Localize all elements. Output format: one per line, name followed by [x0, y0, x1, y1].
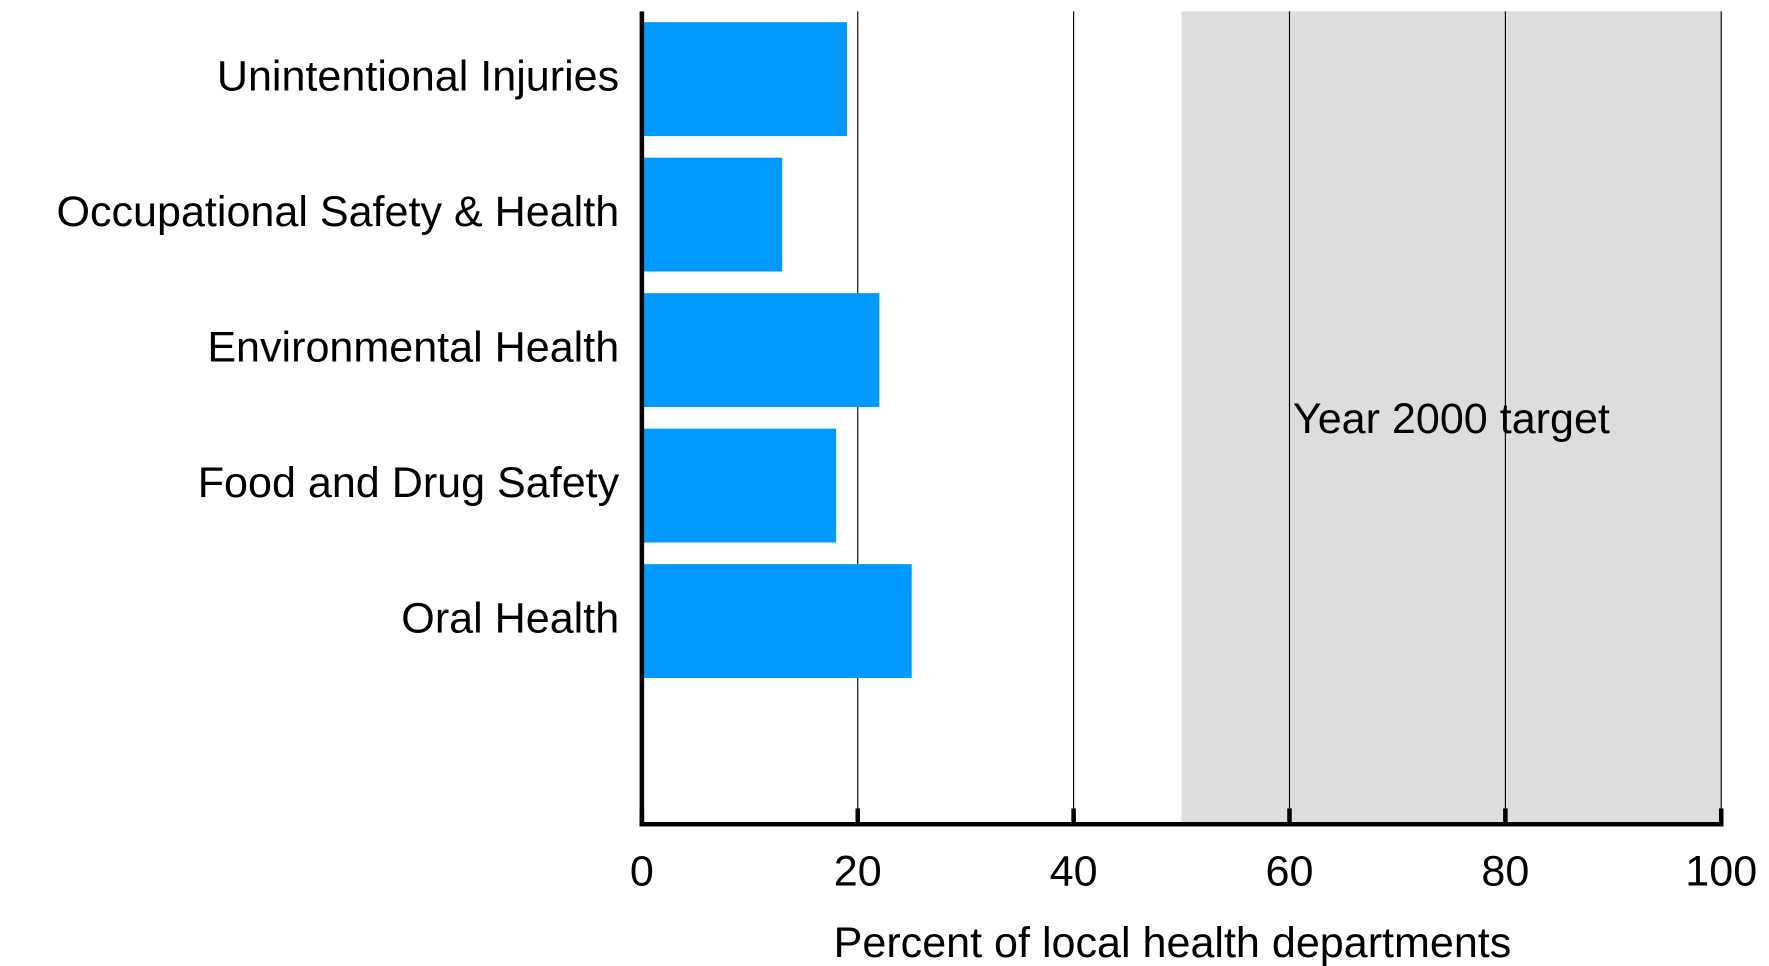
bar [641, 293, 880, 407]
bar [641, 564, 912, 678]
target-label: Year 2000 target [1293, 395, 1610, 443]
x-tick-label: 40 [1050, 848, 1098, 896]
target-region [1181, 11, 1722, 825]
x-tick-label: 100 [1685, 848, 1757, 896]
bar [641, 157, 783, 272]
x-axis-label: Percent of local health departments [834, 919, 1512, 966]
x-tick-label: 80 [1481, 848, 1529, 896]
y-tick-label: Unintentional Injuries [217, 52, 619, 100]
x-tick-label: 60 [1266, 848, 1314, 896]
x-tick-label: 0 [630, 848, 654, 896]
y-tick-label: Food and Drug Safety [198, 459, 620, 507]
y-tick-label: Occupational Safety & Health [56, 188, 619, 236]
y-tick-label: Environmental Health [207, 323, 619, 371]
bar [641, 428, 837, 543]
y-tick-label: Oral Health [401, 594, 619, 642]
bar [641, 22, 847, 136]
x-tick-label: 20 [834, 848, 882, 896]
